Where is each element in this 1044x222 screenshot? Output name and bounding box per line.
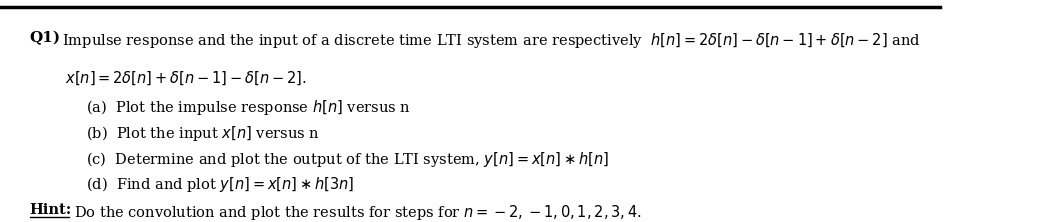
Text: Impulse response and the input of a discrete time LTI system are respectively  $: Impulse response and the input of a disc… — [63, 31, 921, 50]
Text: Q1): Q1) — [29, 31, 61, 45]
Text: (a)  Plot the impulse response $h[n]$ versus n: (a) Plot the impulse response $h[n]$ ver… — [86, 98, 410, 117]
Text: Do the convolution and plot the results for steps for $n = -2, -1, 0, 1, 2, 3, 4: Do the convolution and plot the results … — [74, 203, 641, 222]
Text: $x[n] = 2\delta[n] + \delta[n-1] - \delta[n-2].$: $x[n] = 2\delta[n] + \delta[n-1] - \delt… — [65, 69, 307, 87]
Text: (b)  Plot the input $x[n]$ versus n: (b) Plot the input $x[n]$ versus n — [86, 124, 319, 143]
Text: (c)  Determine and plot the output of the LTI system, $y[n] = x[n] \ast h[n]$: (c) Determine and plot the output of the… — [86, 150, 609, 169]
Text: (d)  Find and plot $y[n] = x[n] \ast h[3n]$: (d) Find and plot $y[n] = x[n] \ast h[3n… — [86, 175, 354, 194]
Text: Hint:: Hint: — [29, 203, 72, 217]
